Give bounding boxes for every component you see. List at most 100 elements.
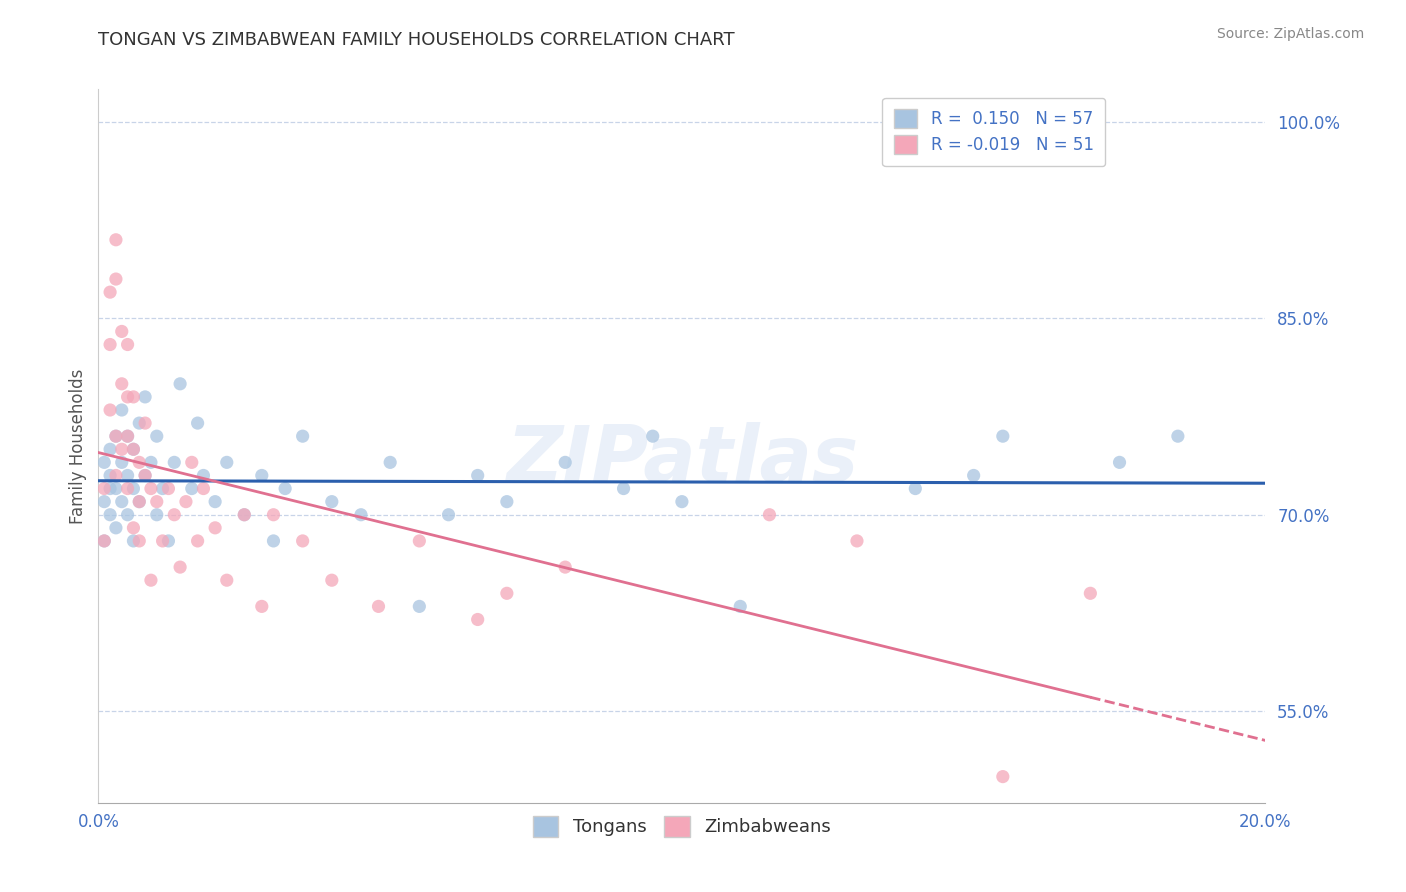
Point [128,455,150,469]
Point [1167,429,1189,443]
Point [104,468,127,483]
Point [122,442,145,457]
Point [104,521,127,535]
Point [612,482,634,496]
Point [496,494,519,508]
Point [104,233,127,247]
Point [134,468,156,483]
Point [152,533,174,548]
Point [187,416,209,430]
Point [496,586,519,600]
Point [274,482,297,496]
Point [128,416,150,430]
Point [204,521,226,535]
Point [128,494,150,508]
Point [122,390,145,404]
Point [641,429,664,443]
Point [169,560,191,574]
Point [111,376,134,391]
Legend: Tongans, Zimbabweans: Tongans, Zimbabweans [526,808,838,844]
Point [467,468,489,483]
Point [93,533,115,548]
Point [117,508,139,522]
Point [117,337,139,351]
Point [250,599,273,614]
Point [321,573,343,587]
Point [117,429,139,443]
Point [122,442,145,457]
Point [104,429,127,443]
Point [204,494,226,508]
Point [904,482,927,496]
Point [98,337,121,351]
Point [146,494,169,508]
Point [117,482,139,496]
Point [163,508,186,522]
Point [146,429,169,443]
Point [758,508,780,522]
Point [139,455,162,469]
Point [408,533,430,548]
Point [117,468,139,483]
Point [193,482,215,496]
Point [93,482,115,496]
Point [98,482,121,496]
Point [93,494,115,508]
Point [671,494,693,508]
Point [117,390,139,404]
Point [146,508,169,522]
Point [962,468,984,483]
Text: TONGAN VS ZIMBABWEAN FAMILY HOUSEHOLDS CORRELATION CHART: TONGAN VS ZIMBABWEAN FAMILY HOUSEHOLDS C… [98,31,735,49]
Point [350,508,373,522]
Point [321,494,343,508]
Point [98,468,121,483]
Point [117,429,139,443]
Point [128,533,150,548]
Point [111,455,134,469]
Point [262,508,284,522]
Point [111,494,134,508]
Point [1080,586,1102,600]
Point [291,429,314,443]
Point [991,770,1014,784]
Point [1108,455,1130,469]
Point [408,599,430,614]
Point [163,455,186,469]
Point [98,442,121,457]
Point [122,521,145,535]
Point [380,455,402,469]
Point [104,482,127,496]
Point [93,533,115,548]
Point [98,285,121,300]
Point [846,533,869,548]
Point [367,599,389,614]
Point [111,325,134,339]
Point [467,612,489,626]
Point [554,560,576,574]
Text: ZIPatlas: ZIPatlas [506,422,858,499]
Point [157,482,180,496]
Point [250,468,273,483]
Point [233,508,256,522]
Point [98,508,121,522]
Point [98,403,121,417]
Point [991,429,1014,443]
Point [187,533,209,548]
Point [139,482,162,496]
Point [111,403,134,417]
Point [215,455,238,469]
Text: Source: ZipAtlas.com: Source: ZipAtlas.com [1216,27,1364,41]
Point [104,272,127,286]
Point [93,455,115,469]
Point [139,573,162,587]
Point [180,482,202,496]
Point [134,416,156,430]
Point [152,482,174,496]
Point [104,429,127,443]
Point [730,599,752,614]
Point [174,494,197,508]
Point [134,468,156,483]
Point [215,573,238,587]
Point [128,494,150,508]
Point [169,376,191,391]
